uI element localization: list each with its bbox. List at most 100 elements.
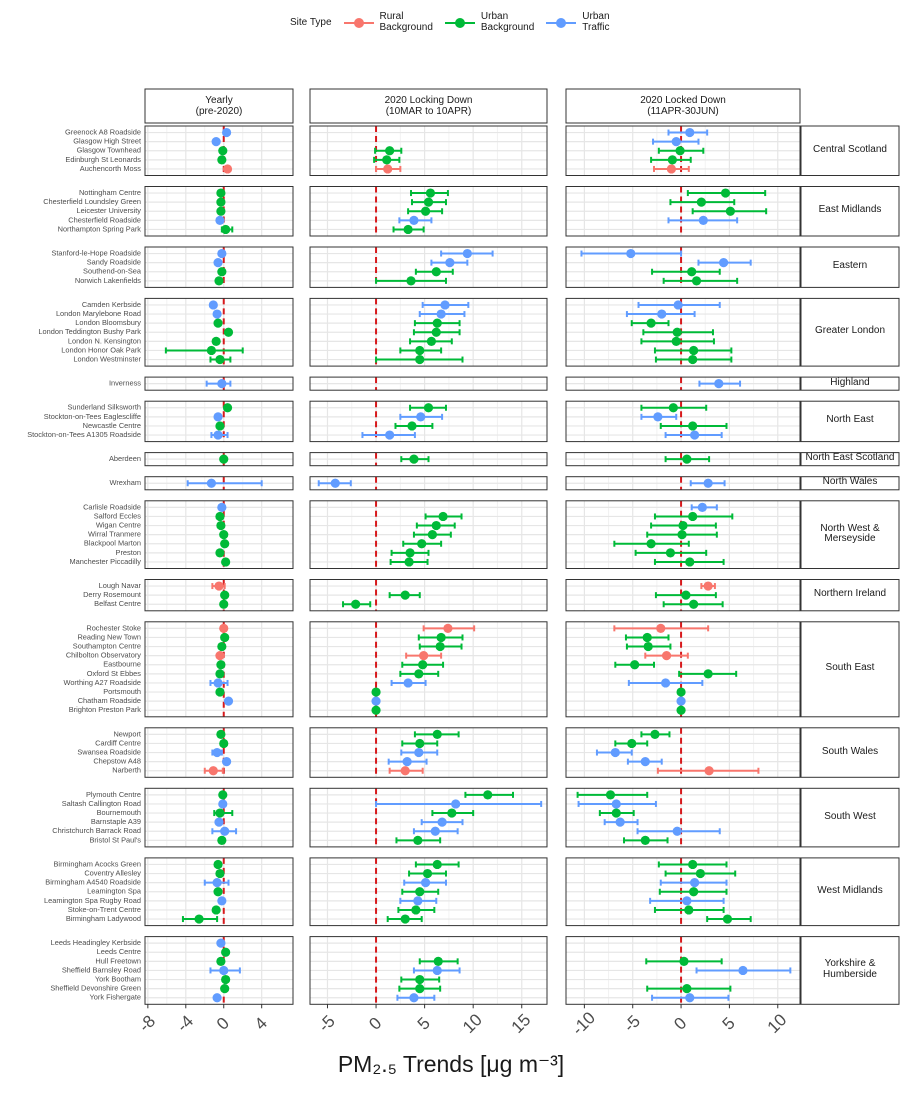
point: [676, 705, 686, 715]
site-label: Bristol St Paul's: [89, 835, 141, 844]
point: [415, 974, 425, 985]
point: [672, 327, 682, 337]
point: [385, 146, 395, 156]
legend-item: Urban Background: [443, 11, 534, 33]
site-label: Salford Eccles: [94, 511, 142, 520]
point: [413, 835, 423, 845]
panel-border: [565, 621, 801, 718]
point: [671, 336, 681, 346]
site-label: Cardiff Centre: [95, 738, 141, 747]
panel-border: [565, 186, 801, 237]
point: [221, 557, 231, 567]
point: [685, 557, 695, 567]
panel-border: [144, 621, 294, 718]
site-label: Auchencorth Moss: [80, 164, 142, 173]
panel-title: 2020 Locking Down (10MAR to 10APR): [384, 95, 473, 117]
point: [214, 581, 224, 591]
panel-border: [309, 452, 548, 467]
point: [689, 887, 699, 897]
region-label: North East: [826, 414, 874, 426]
x-tick-label: 0: [365, 1014, 385, 1034]
point: [688, 859, 698, 870]
site-label: Leeds Headingley Kerbside: [51, 938, 141, 947]
point: [221, 224, 231, 235]
point: [426, 336, 437, 346]
point: [217, 641, 227, 652]
region-strip: [800, 579, 900, 612]
point: [219, 530, 229, 540]
panel-border: [565, 857, 801, 927]
point: [435, 641, 445, 652]
point: [626, 248, 636, 259]
point: [415, 345, 425, 356]
panel-title: Yearly (pre-2020): [195, 95, 243, 117]
site-label: Saltash Callington Road: [62, 799, 141, 808]
point: [223, 327, 234, 337]
site-label: Sandy Roadside: [87, 258, 141, 267]
site-label: Leeds Centre: [97, 947, 141, 956]
point: [400, 590, 410, 600]
error-bar: [164, 347, 244, 354]
point: [420, 878, 431, 888]
site-label: London Honor Oak Park: [61, 345, 141, 354]
point: [219, 965, 229, 976]
point: [217, 155, 227, 165]
site-label: Blackpool Marton: [84, 539, 141, 548]
point: [371, 687, 381, 697]
point: [690, 878, 700, 888]
point: [687, 267, 697, 277]
site-label: Birmingham A4540 Roadside: [45, 878, 141, 887]
point: [443, 623, 453, 633]
site-label: Newport: [113, 729, 141, 738]
point: [402, 757, 412, 767]
site-label: Stoke-on-Trent Centre: [68, 905, 141, 914]
point: [703, 581, 713, 591]
point: [642, 632, 652, 643]
site-label: Wirral Tranmere: [88, 530, 141, 539]
legend-swatch: [444, 17, 475, 28]
site-label: Leicester University: [77, 206, 142, 215]
point: [677, 530, 687, 540]
panel-border: [565, 936, 801, 1005]
site-label: Wigan Centre: [96, 521, 141, 530]
site-label: Glasgow High Street: [73, 137, 141, 146]
point: [615, 817, 625, 827]
panel-border: [309, 500, 548, 569]
point: [415, 887, 425, 897]
panel-border: [565, 500, 801, 569]
point: [222, 164, 233, 174]
point: [212, 878, 222, 888]
point: [483, 790, 493, 800]
region-label: East Midlands: [818, 204, 882, 216]
point: [409, 454, 419, 464]
point: [219, 738, 229, 749]
point: [697, 502, 707, 512]
legend-dot: [353, 17, 364, 28]
point: [696, 197, 706, 207]
point: [416, 412, 426, 422]
point: [703, 478, 713, 488]
point: [689, 599, 699, 609]
point: [653, 412, 663, 422]
point: [213, 859, 223, 870]
point: [646, 539, 656, 549]
site-label: Coventry Allesley: [84, 869, 141, 878]
point: [682, 896, 692, 906]
point: [627, 738, 637, 749]
panel-border: [309, 297, 548, 367]
point: [221, 947, 231, 957]
point: [423, 197, 434, 207]
site-label: Birmingham Ladywood: [66, 914, 141, 923]
point: [218, 790, 228, 800]
region-strip: [800, 621, 900, 718]
panel-border: [144, 186, 294, 237]
legend-title: Site Type: [290, 17, 332, 28]
region-label: Northern Ireland: [813, 588, 887, 600]
point: [440, 300, 450, 310]
site-label: Inverness: [109, 379, 141, 388]
point: [220, 632, 230, 643]
point: [430, 826, 440, 836]
point: [213, 430, 223, 440]
point: [684, 905, 694, 915]
point: [217, 379, 227, 389]
